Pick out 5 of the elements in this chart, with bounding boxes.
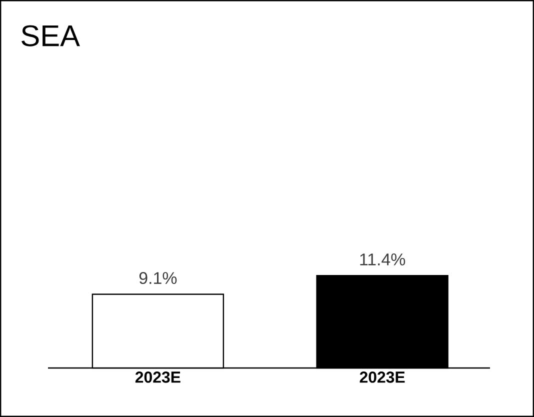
data-label: 9.1% <box>139 272 177 284</box>
x-tick-label: 2023E <box>360 372 405 383</box>
data-label: 11.4% <box>360 254 406 266</box>
x-tick-label: 2023E <box>135 372 180 383</box>
chart-title: SEA <box>22 25 80 46</box>
